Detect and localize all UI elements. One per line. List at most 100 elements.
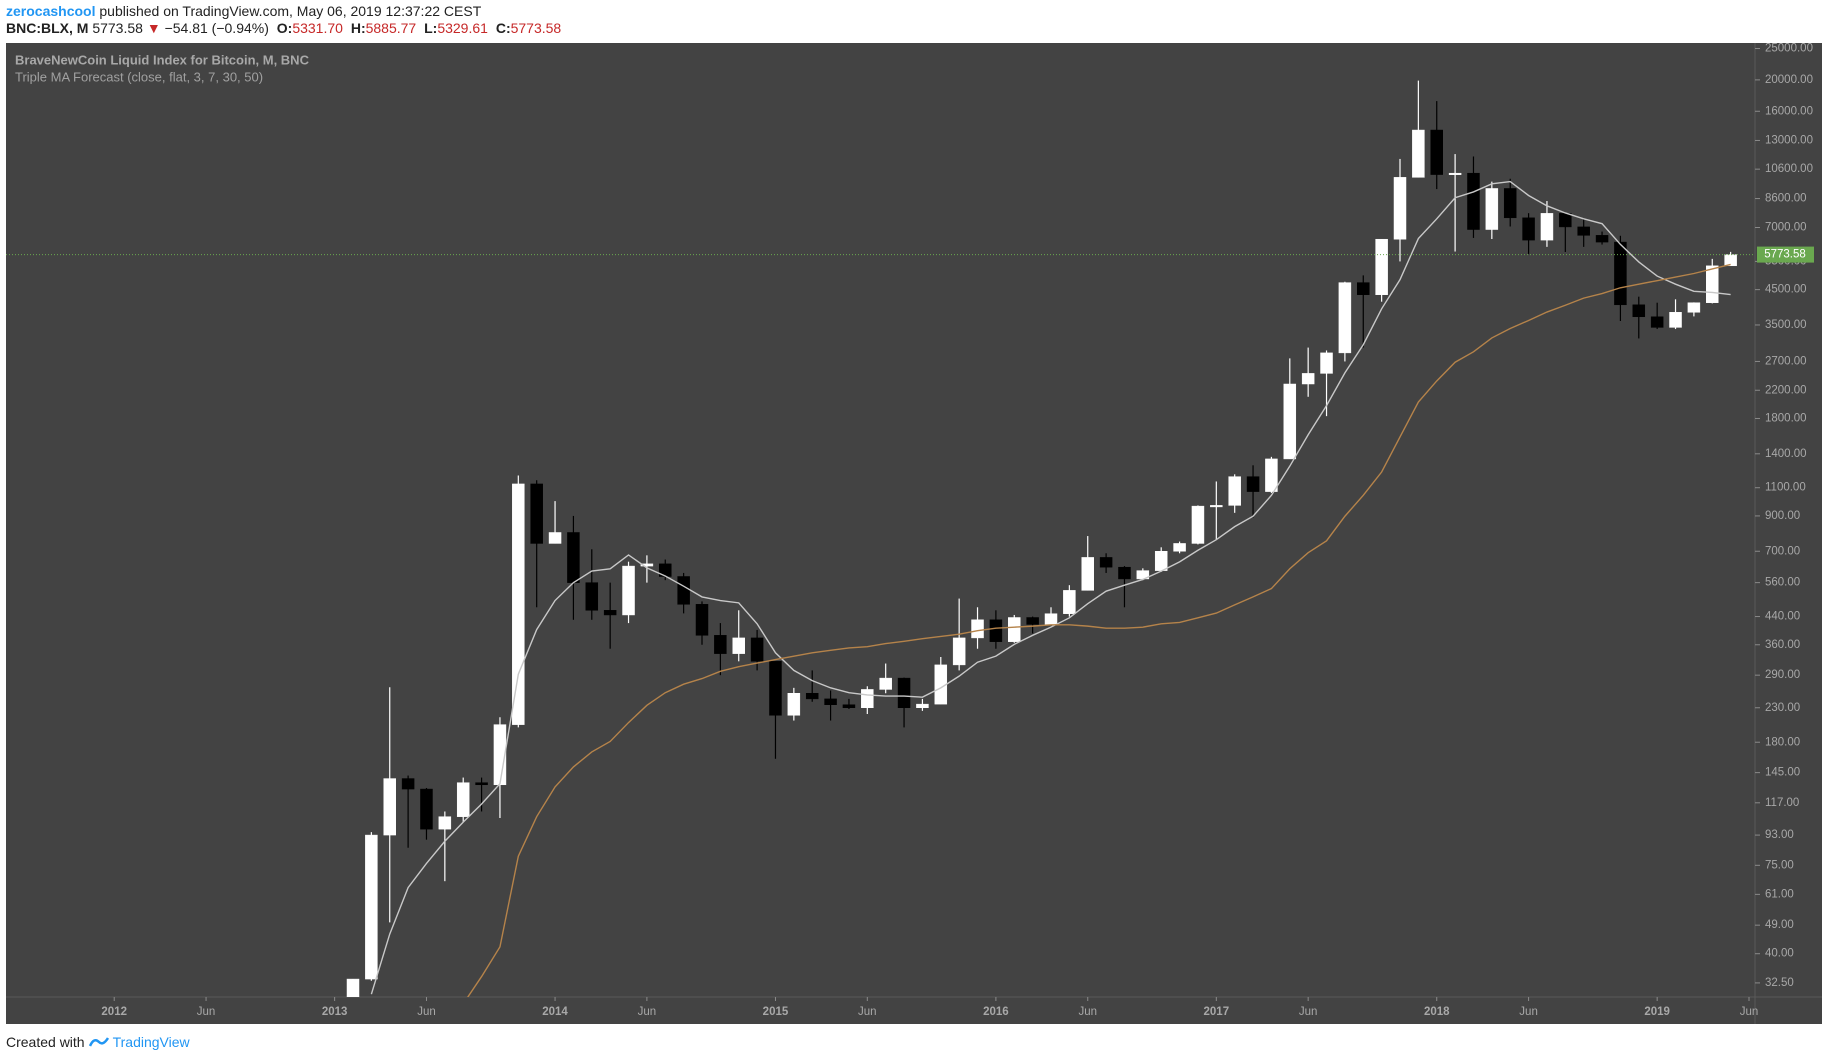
y-tick-label: 360.00	[1765, 639, 1800, 651]
plot-area	[346, 80, 1737, 997]
y-tick-label: 3500.00	[1765, 319, 1807, 331]
y-tick-label: 2700.00	[1765, 355, 1807, 367]
candle-body	[438, 816, 452, 830]
y-tick-label: 49.00	[1765, 919, 1794, 931]
symbol-line: BNC:BLX, M 5773.58 ▼ −54.81 (−0.94%) O:5…	[6, 20, 561, 36]
y-tick-label: 10600.00	[1765, 163, 1813, 175]
candle-body	[1650, 316, 1664, 328]
candle-body	[1210, 505, 1223, 508]
candle-body	[805, 693, 819, 700]
ohlc-label: O:	[276, 20, 293, 36]
candle-body	[1706, 265, 1719, 303]
price: 5773.58	[92, 20, 143, 36]
candle-body	[971, 619, 984, 639]
candle-body	[585, 582, 599, 611]
y-tick-label: 93.00	[1765, 829, 1794, 841]
created-with: Created with	[6, 1034, 85, 1050]
footer: Created with TradingView	[6, 1034, 190, 1050]
x-tick-label: 2015	[763, 1006, 789, 1018]
x-tick-label: 2017	[1204, 1006, 1230, 1018]
candle-body	[1026, 617, 1039, 625]
candle-body	[1724, 254, 1737, 267]
candle-body	[861, 689, 874, 709]
ohlc-value: 5331.70	[292, 20, 343, 36]
candle-body	[401, 778, 415, 790]
candle-body	[1614, 241, 1627, 306]
candle-body	[1044, 613, 1058, 625]
price-label-box	[1757, 246, 1814, 263]
change-arrow: ▼	[146, 20, 161, 36]
chart-background	[6, 43, 1822, 1024]
x-tick-label: 2019	[1644, 1006, 1670, 1018]
y-tick-label: 1400.00	[1765, 448, 1807, 460]
ohlc-value: 5885.77	[365, 20, 417, 36]
brand-link[interactable]: TradingView	[112, 1034, 190, 1050]
candle-body	[475, 782, 488, 786]
candle-body	[732, 637, 745, 654]
candle-body	[1522, 217, 1535, 241]
candle-body	[1246, 476, 1260, 492]
candle-body	[1430, 129, 1443, 175]
y-tick-label: 290.00	[1765, 669, 1800, 681]
candle-body	[1687, 302, 1701, 313]
candle-body	[989, 619, 1003, 642]
candle-body	[1577, 226, 1590, 236]
candle-body	[1559, 213, 1572, 228]
publish-line: zerocashcool published on TradingView.co…	[6, 3, 481, 19]
x-tick-label: Jun	[1299, 1006, 1318, 1018]
candle-body	[1338, 282, 1352, 354]
candle-body	[750, 637, 764, 662]
candle-body	[640, 563, 654, 567]
candle-body	[1375, 238, 1388, 295]
candle-body	[1265, 458, 1278, 492]
candle-body	[1099, 557, 1113, 568]
chart-title: BraveNewCoin Liquid Index for Bitcoin, M…	[15, 52, 310, 67]
candle-body	[548, 532, 562, 544]
x-tick-label: Jun	[197, 1006, 216, 1018]
x-tick-label: Jun	[1740, 1006, 1759, 1018]
y-tick-label: 560.00	[1765, 577, 1800, 589]
chart-subtitle: Triple MA Forecast (close, flat, 3, 7, 3…	[15, 69, 263, 84]
author-link[interactable]: zerocashcool	[6, 3, 96, 19]
candle-body	[603, 610, 617, 616]
candle-body	[1283, 383, 1297, 460]
ohlc-value: 5773.58	[510, 20, 562, 36]
candle-body	[952, 637, 966, 666]
candle-body	[769, 661, 782, 716]
y-tick-label: 700.00	[1765, 545, 1800, 557]
candle-body	[1008, 617, 1021, 642]
y-tick-label: 61.00	[1765, 888, 1794, 900]
y-tick-label: 230.00	[1765, 702, 1800, 714]
candle-body	[622, 565, 635, 616]
y-tick-label: 7000.00	[1765, 222, 1807, 234]
candle-body	[530, 483, 543, 544]
ma-line	[370, 180, 1731, 995]
y-tick-label: 145.00	[1765, 767, 1800, 779]
x-tick-label: 2018	[1424, 1006, 1450, 1018]
candle-body	[1320, 352, 1333, 374]
ohlc-label: H:	[350, 20, 366, 36]
y-tick-label: 32.50	[1765, 977, 1794, 989]
y-tick-label: 2200.00	[1765, 384, 1807, 396]
y-tick-label: 16000.00	[1765, 105, 1813, 117]
candle-body	[842, 704, 856, 709]
x-tick-label: 2016	[983, 1006, 1009, 1018]
x-tick-label: Jun	[1519, 1006, 1538, 1018]
candle-body	[1669, 312, 1682, 328]
y-tick-label: 8600.00	[1765, 193, 1807, 205]
y-tick-label: 1100.00	[1765, 482, 1806, 494]
candle-body	[879, 677, 892, 690]
y-tick-label: 1800.00	[1765, 412, 1807, 424]
candle-body	[365, 834, 378, 980]
candle-body	[714, 635, 727, 654]
candle-body	[1448, 172, 1462, 175]
x-tick-label: Jun	[1078, 1006, 1097, 1018]
candle-body	[1540, 213, 1554, 241]
candle-body	[1467, 172, 1480, 230]
candle-body	[1301, 373, 1315, 385]
candle-body	[1632, 304, 1646, 318]
candle-body	[1485, 188, 1499, 230]
y-tick-label: 900.00	[1765, 510, 1800, 522]
